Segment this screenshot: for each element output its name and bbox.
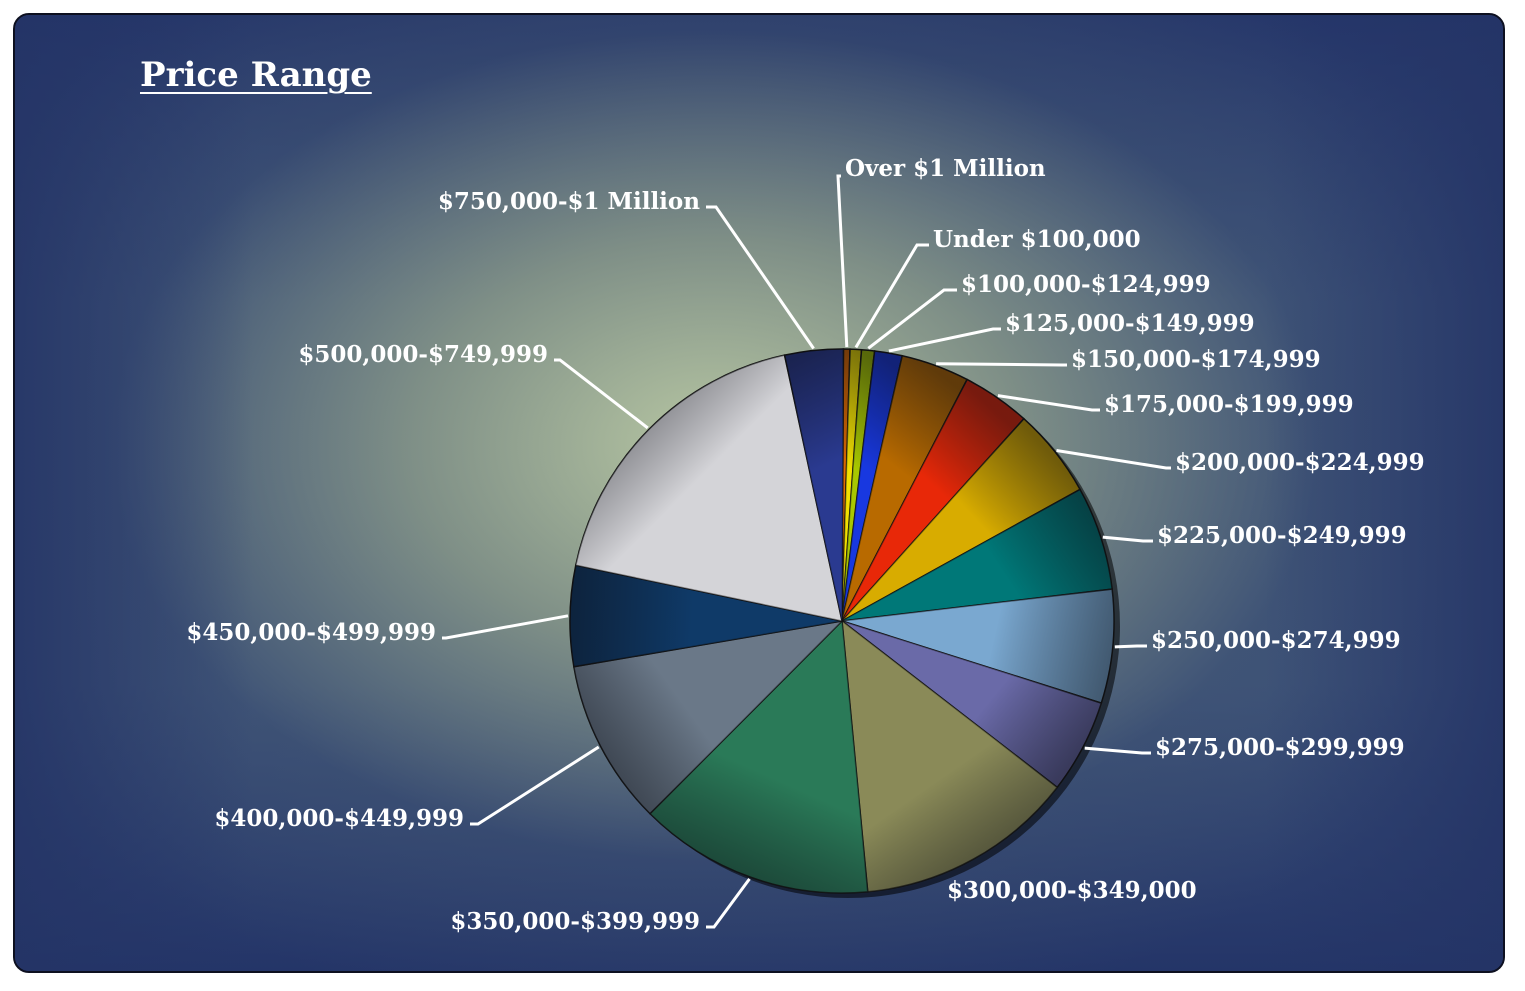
slice-label: $350,000-$399,999	[450, 908, 700, 935]
pie-slice-shading	[842, 355, 968, 621]
pie-slice-shading	[575, 355, 842, 621]
pie-slice-shading	[842, 621, 1058, 892]
pie-slice-shading	[784, 348, 844, 621]
leader-line	[470, 745, 600, 826]
slice-label: Over $1 Million	[845, 155, 1046, 182]
leader-line	[706, 878, 751, 929]
leader-line	[554, 358, 649, 430]
leader-line	[888, 327, 1001, 353]
pie-slice-shading	[842, 489, 1113, 621]
leader-line	[997, 394, 1100, 412]
pie-slice-shading	[842, 418, 1081, 621]
slice-label: $300,000-$349,000	[947, 877, 1197, 904]
leader-line	[836, 174, 849, 348]
leader-line	[936, 362, 1067, 367]
leader-line	[867, 288, 957, 350]
leader-line	[1102, 535, 1153, 543]
leader-line	[854, 243, 929, 349]
slice-label: $200,000-$224,999	[1175, 449, 1425, 476]
slice-label: $175,000-$199,999	[1104, 391, 1354, 418]
leader-line	[1056, 449, 1171, 470]
slice-label: $125,000-$149,999	[1005, 310, 1255, 337]
pie-slice-shading	[842, 379, 1024, 621]
slice-label: $500,000-$749,999	[298, 341, 548, 368]
pie-slice-shading	[842, 621, 1102, 788]
slice-label: $450,000-$499,999	[186, 619, 436, 646]
slice-label: Under $100,000	[933, 226, 1141, 253]
slice-label: $750,000-$1 Million	[438, 188, 700, 215]
chart-title: Price Range	[140, 55, 372, 95]
slice-label: $400,000-$449,999	[214, 805, 464, 832]
pie-slice-shading	[569, 565, 842, 667]
leader-line	[706, 205, 815, 350]
leader-line	[1114, 644, 1147, 649]
pie-slice-shading	[842, 589, 1115, 704]
pie-slice-shading	[573, 621, 842, 814]
leader-line	[442, 614, 569, 640]
slice-label: $250,000-$274,999	[1151, 627, 1401, 654]
slice-label: $275,000-$299,999	[1155, 734, 1405, 761]
slice-label: $150,000-$174,999	[1071, 346, 1321, 373]
leader-line	[1084, 746, 1151, 755]
slice-label: $100,000-$124,999	[961, 271, 1211, 298]
slice-label: $225,000-$249,999	[1157, 522, 1407, 549]
pie-slice-shading	[649, 621, 868, 894]
